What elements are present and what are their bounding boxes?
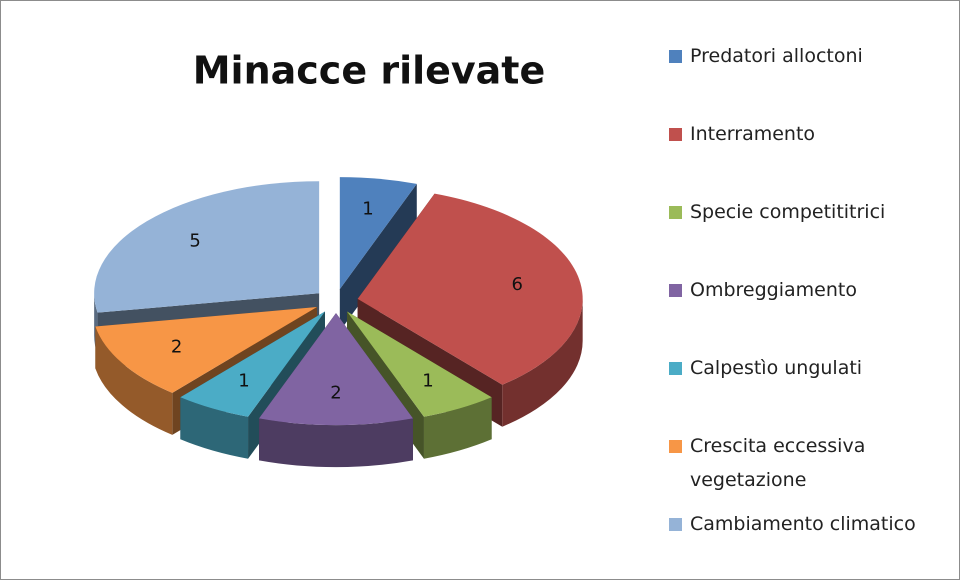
slice-wall (180, 397, 249, 459)
data-label: 1 (238, 370, 249, 391)
legend-item: Calpestìo ungulati (669, 351, 954, 429)
slice-wall (259, 418, 413, 468)
pie-slice: 1 (339, 177, 417, 332)
slice-top (339, 177, 417, 290)
legend-item: Predatori alloctoni (669, 39, 954, 117)
legend-swatch (669, 440, 682, 453)
slice-top (180, 311, 325, 417)
slice-top (94, 181, 320, 313)
legend-swatch (669, 284, 682, 297)
legend-swatch (669, 206, 682, 219)
slice-wall (95, 326, 173, 435)
legend: Predatori alloctoni Interramento Specie co… (669, 39, 954, 579)
slice-top (95, 307, 317, 393)
legend-label: Ombreggiamento (690, 279, 857, 301)
legend-label: Specie competititrici (690, 201, 886, 223)
legend-label: Interramento (690, 123, 816, 145)
slice-top (347, 311, 492, 417)
legend-swatch (669, 362, 682, 375)
slice-top (259, 313, 413, 426)
slice-side (339, 183, 417, 332)
data-label: 6 (511, 274, 522, 295)
legend-swatch (669, 518, 682, 531)
chart-title: Minacce rilevate (193, 49, 546, 93)
slice-top (357, 193, 583, 385)
legend-label: Predatori alloctoni (690, 45, 863, 67)
data-label: 2 (330, 383, 341, 404)
data-label: 5 (189, 230, 200, 251)
legend-swatch (669, 128, 682, 141)
pie-area: Minacce rilevate 1 5 6 2 1 1 2 (94, 49, 583, 468)
legend-item: Cambiamento climatico (669, 507, 954, 579)
legend-item: Interramento (669, 117, 954, 195)
legend-label: Cambiamento climatico (690, 513, 916, 535)
legend-item: Specie competititrici (669, 195, 954, 273)
legend-item: Crescita eccessiva vegetazione (669, 429, 954, 507)
slice-wall (423, 397, 492, 459)
data-label: 1 (362, 199, 373, 220)
legend-swatch (669, 50, 682, 63)
pie-slice: 2 (259, 313, 413, 468)
legend-item: Ombreggiamento (669, 273, 954, 351)
legend-label: Crescita eccessiva vegetazione (690, 435, 866, 491)
legend-label: Calpestìo ungulati (690, 357, 863, 379)
data-label: 1 (422, 370, 433, 391)
data-label: 2 (171, 336, 182, 357)
slice-wall (502, 298, 583, 427)
